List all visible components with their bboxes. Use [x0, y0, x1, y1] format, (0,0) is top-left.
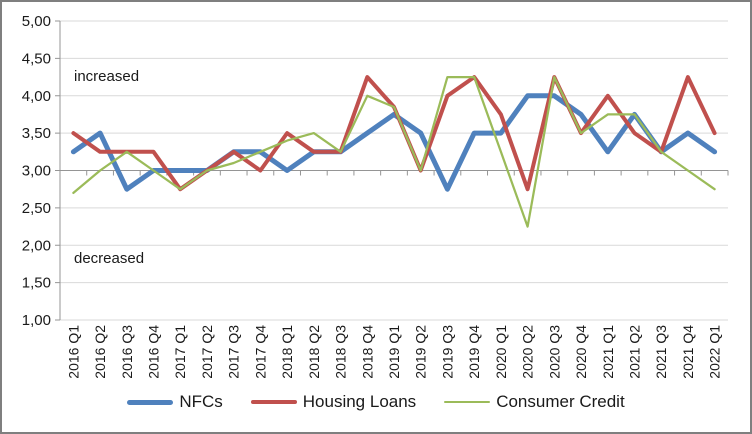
- y-axis-label: 3,50: [22, 125, 51, 142]
- x-axis-label: 2022 Q1: [707, 325, 723, 379]
- y-axis-label: 4,50: [22, 50, 51, 67]
- legend-item-housing-loans: Housing Loans: [250, 392, 417, 412]
- x-axis-label: 2018 Q1: [279, 325, 295, 379]
- series-line-consumer-credit: [72, 75, 716, 228]
- x-axis-label: 2020 Q3: [546, 325, 562, 379]
- y-axis-label: 2,00: [22, 237, 51, 254]
- legend-item-nfcs: NFCs: [127, 392, 223, 412]
- x-axis-label: 2017 Q3: [226, 325, 242, 379]
- x-axis-label: 2019 Q2: [413, 325, 429, 379]
- y-axis-label: 5,00: [22, 13, 51, 30]
- x-axis-label: 2018 Q3: [333, 325, 349, 379]
- x-axis-label: 2016 Q3: [119, 325, 135, 379]
- chart-legend: NFCs Housing Loans Consumer Credit: [2, 392, 750, 412]
- x-axis-label: 2016 Q1: [65, 325, 81, 379]
- x-axis-label: 2020 Q4: [573, 325, 589, 379]
- y-axis-label: 1,50: [22, 275, 51, 292]
- annotation-increased: increased: [74, 68, 140, 85]
- legend-label-housing-loans: Housing Loans: [302, 392, 417, 411]
- x-axis-label: 2017 Q2: [199, 325, 215, 379]
- legend-label-nfcs: NFCs: [179, 392, 223, 411]
- y-axis-label: 3,00: [22, 163, 51, 180]
- legend-line-sample-housing-loans: [250, 400, 297, 404]
- x-axis-label: 2017 Q1: [172, 325, 188, 379]
- x-axis-label: 2019 Q3: [439, 325, 455, 379]
- y-axis-label: 2,50: [22, 200, 51, 217]
- series-line-nfcs: [70, 93, 718, 192]
- x-axis-label: 2017 Q4: [252, 325, 268, 379]
- x-axis-label: 2019 Q1: [386, 325, 402, 379]
- x-axis-label: 2018 Q4: [359, 325, 375, 379]
- x-axis-label: 2021 Q4: [680, 325, 696, 379]
- y-axis-label: 4,00: [22, 88, 51, 105]
- y-axis-label: 1,00: [22, 312, 51, 329]
- x-axis-label: 2021 Q3: [653, 325, 669, 379]
- annotation-decreased: decreased: [74, 250, 145, 267]
- x-axis-label: 2016 Q2: [92, 325, 108, 379]
- x-axis-label: 2019 Q4: [466, 325, 482, 379]
- x-axis-label: 2021 Q2: [626, 325, 642, 379]
- x-axis-label: 2021 Q1: [600, 325, 616, 379]
- x-axis-label: 2020 Q1: [493, 325, 509, 379]
- x-axis-label: 2020 Q2: [520, 325, 536, 379]
- x-axis-label: 2016 Q4: [146, 325, 162, 379]
- legend-line-sample-nfcs: [127, 399, 174, 405]
- x-axis-label: 2018 Q2: [306, 325, 322, 379]
- legend-label-consumer-credit: Consumer Credit: [496, 392, 625, 411]
- legend-item-consumer-credit: Consumer Credit: [444, 392, 625, 412]
- legend-line-sample-consumer-credit: [444, 400, 491, 404]
